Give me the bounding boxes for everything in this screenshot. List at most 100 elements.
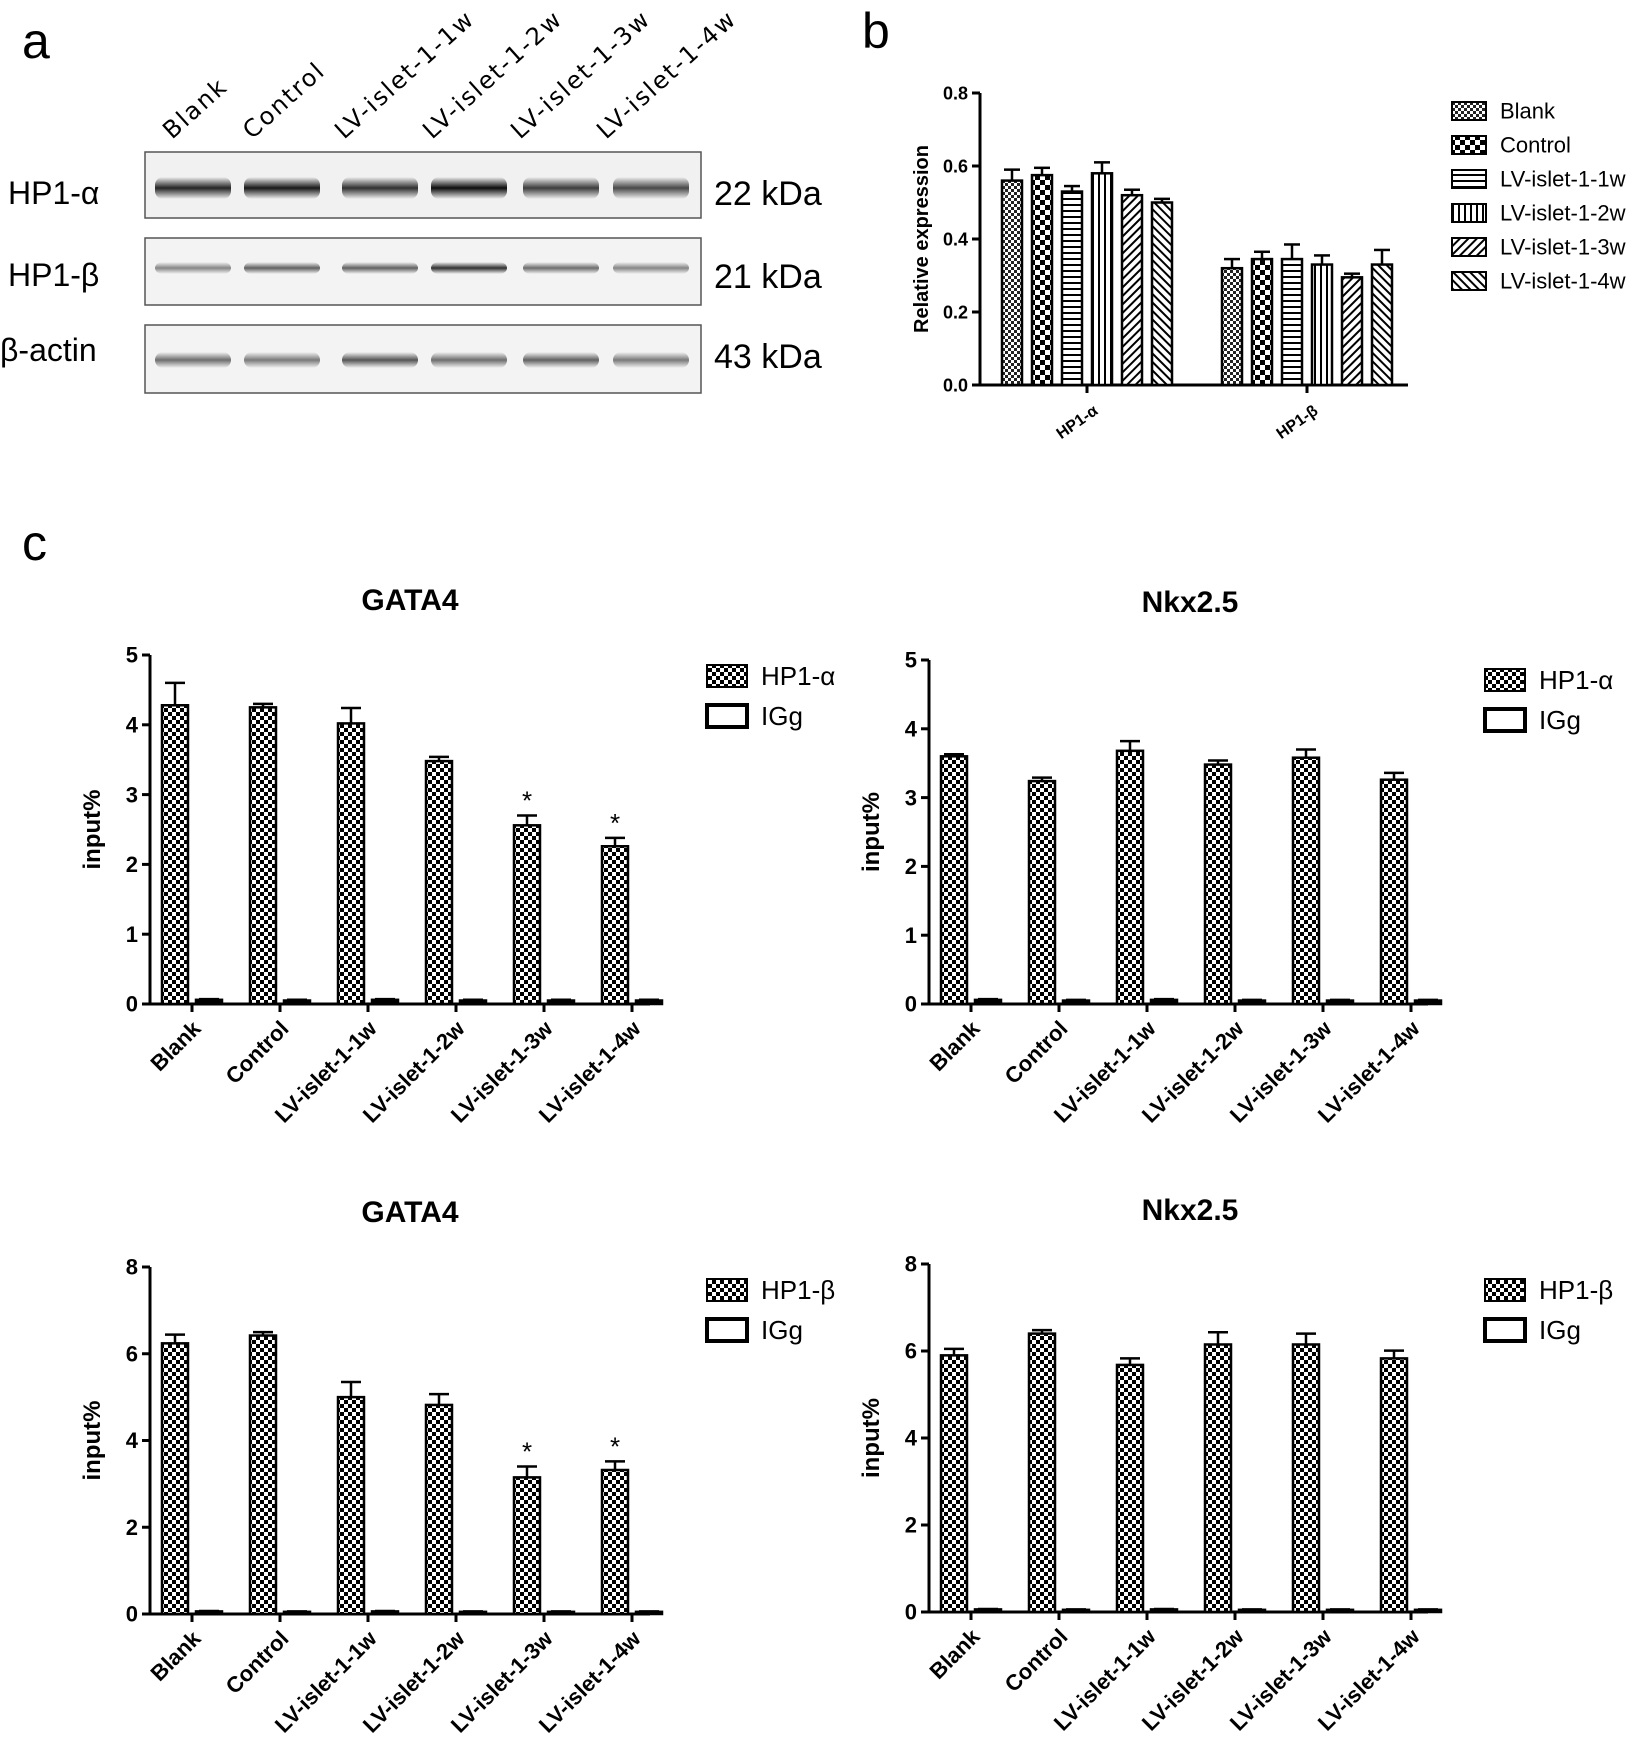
legend-swatch-hp1 [1484, 1278, 1526, 1302]
blot-band [155, 177, 231, 199]
blot-band [613, 262, 689, 274]
blot-size-label-hp1: 22 kDa [714, 175, 822, 213]
y-tick-label: 0.6 [943, 156, 968, 176]
blot-protein-label-hp1: HP1-α [8, 175, 99, 211]
chart-title: Nkx2.5 [1142, 1194, 1239, 1227]
panel-label-a: a [22, 13, 50, 69]
legend-label-control: Control [1500, 133, 1571, 158]
y-tick-label: 5 [905, 648, 917, 673]
bar-hp1-blank [160, 1342, 190, 1616]
bar-igg-lv-islet-1-1w [1149, 998, 1179, 1006]
bar-lv-islet-1-1w-hp1 [1060, 190, 1084, 387]
blot-protein-label-hp1: HP1-β [8, 257, 99, 293]
bar-hp1-blank [160, 704, 190, 1006]
legend-swatch-igg [1483, 707, 1527, 733]
bar-hp1-lv-islet-1-3w [1291, 1343, 1321, 1614]
legend-label-hp1: HP1-β [1539, 1275, 1613, 1305]
blot-band [244, 352, 320, 368]
legend-label-igg: IGg [1539, 1315, 1581, 1345]
legend-label-lv-islet-1-3w: LV-islet-1-3w [1500, 235, 1626, 260]
legend-swatch-igg [1483, 1317, 1527, 1343]
legend-swatch-hp1 [706, 664, 748, 688]
legend-swatch-blank [1451, 101, 1487, 121]
bar-hp1-control [1027, 779, 1057, 1006]
bar-hp1-lv-islet-1-3w [512, 824, 542, 1006]
bar-hp1-control [248, 1334, 278, 1616]
legend-label-blank: Blank [1500, 99, 1556, 124]
blot-band [244, 262, 320, 274]
chart-title: GATA4 [361, 584, 459, 617]
bar-blank-hp1 [1220, 266, 1244, 387]
y-tick-label: 2 [905, 1513, 917, 1538]
legend-label-lv-islet-1-1w: LV-islet-1-1w [1500, 167, 1626, 192]
blot-row-hp1: HP1-β 21 kDa [8, 237, 822, 306]
significance-marker: * [522, 786, 532, 816]
y-tick-label: 0 [905, 1600, 917, 1625]
y-tick-label: 0.0 [943, 375, 968, 395]
legend-label-igg: IGg [761, 1315, 803, 1345]
x-tick-label-blank: Blank [145, 1625, 206, 1686]
y-tick-label: 8 [905, 1252, 917, 1277]
bar-lv-islet-1-3w-hp1 [1340, 276, 1364, 387]
y-axis-label: input% [79, 1401, 106, 1481]
legend-label-igg: IGg [761, 701, 803, 731]
y-tick-label: 0 [905, 992, 917, 1017]
bar-lv-islet-1-2w-hp1 [1310, 263, 1334, 387]
significance-marker: * [610, 808, 620, 838]
y-tick-label: 2 [905, 854, 917, 879]
blot-band [431, 262, 507, 274]
y-tick-label: 5 [126, 643, 138, 668]
blot-protein-label-actin: β-actin [0, 332, 97, 368]
legend-label-lv-islet-1-4w: LV-islet-1-4w [1500, 269, 1626, 294]
blot-band [431, 352, 507, 368]
legend-swatch-lv-islet-1-2w [1451, 203, 1487, 223]
legend-swatch-lv-islet-1-3w [1451, 237, 1487, 257]
legend-label-lv-islet-1-2w: LV-islet-1-2w [1500, 201, 1626, 226]
legend-swatch-hp1 [706, 1278, 748, 1302]
blot-size-label-hp1: 21 kDa [714, 258, 822, 296]
blot-size-label-actin: 43 kDa [714, 338, 822, 376]
bar-blank-hp1 [1000, 179, 1024, 387]
bar-hp1-control [248, 706, 278, 1006]
blot-band [342, 352, 418, 368]
y-axis-label: input% [79, 790, 106, 870]
y-tick-label: 2 [126, 852, 138, 877]
western-blot: Blank ControlLV-islet-1-1wLV-islet-1-2wLV… [0, 5, 822, 394]
significance-marker: * [610, 1431, 620, 1461]
x-tick-label-control: Control [1000, 1624, 1073, 1697]
x-tick-label-blank: Blank [145, 1015, 206, 1076]
bar-lv-islet-1-2w-hp1 [1090, 172, 1114, 387]
bar-igg-blank [194, 998, 224, 1006]
bar-hp1-lv-islet-1-3w [1291, 756, 1321, 1006]
blot-band [342, 262, 418, 274]
legend-label-igg: IGg [1539, 705, 1581, 735]
x-tick-label-control: Control [221, 1626, 294, 1699]
bar-control-hp1 [1250, 257, 1274, 387]
bar-hp1-lv-islet-1-1w [1115, 1363, 1145, 1614]
y-tick-label: 4 [126, 713, 139, 738]
legend-swatch-hp1 [1484, 668, 1526, 692]
y-tick-label: 0.8 [943, 83, 968, 103]
y-tick-label: 0 [126, 1602, 138, 1627]
blot-band [523, 352, 599, 368]
y-axis-label: input% [858, 1398, 885, 1478]
y-tick-label: 1 [905, 923, 917, 948]
legend-swatch-lv-islet-1-1w [1451, 169, 1487, 189]
bar-control-hp1 [1030, 173, 1054, 387]
significance-marker: * [522, 1437, 532, 1467]
x-tick-label-control: Control [221, 1016, 294, 1089]
blot-band [613, 352, 689, 368]
blot-row-hp1: HP1-α 22 kDa [8, 151, 822, 219]
panel-label-c: c [22, 515, 47, 571]
blot-band [155, 352, 231, 368]
bar-hp1-lv-islet-1-2w [1203, 763, 1233, 1006]
chart-title: Nkx2.5 [1142, 586, 1239, 619]
bar-lv-islet-1-3w-hp1 [1120, 193, 1144, 387]
bar-hp1-control [1027, 1332, 1057, 1614]
y-tick-label: 0 [126, 992, 138, 1017]
chart-title: GATA4 [361, 1196, 459, 1229]
